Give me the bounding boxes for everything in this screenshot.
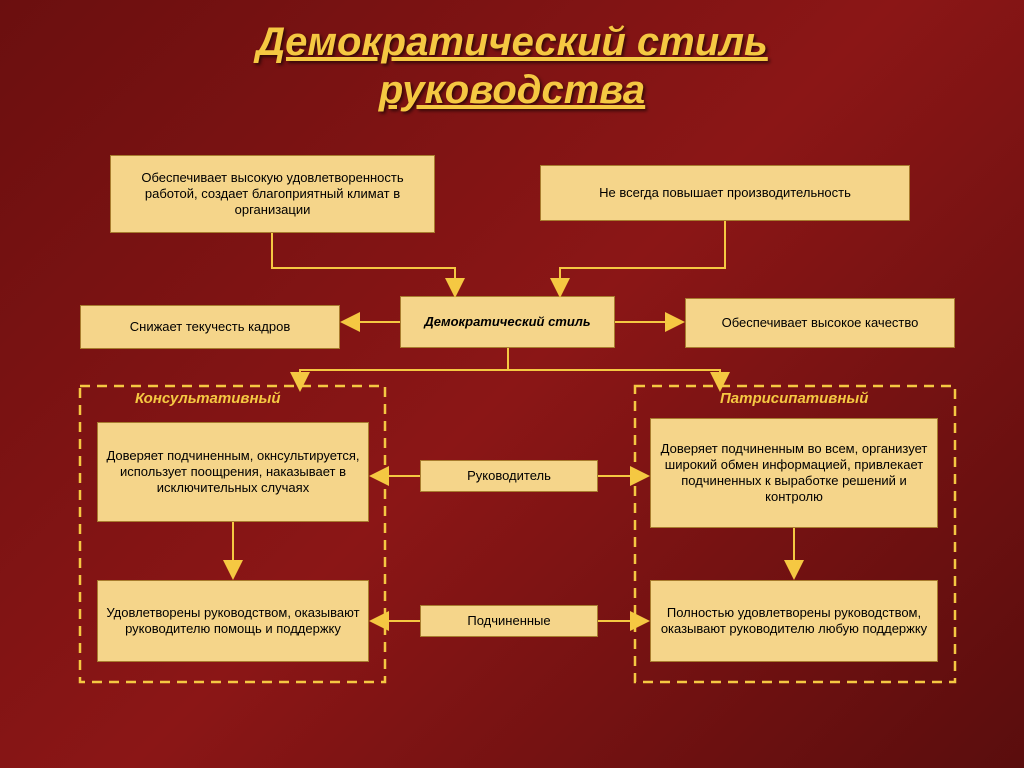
box-leader: Руководитель [420, 460, 598, 492]
label-participative: Патрисипативный [720, 390, 868, 407]
box-cons-leader: Доверяет подчиненным, окнсультируется, и… [97, 422, 369, 522]
box-top-left: Обеспечивает высокую удовлетворенность р… [110, 155, 435, 233]
box-sub: Подчиненные [420, 605, 598, 637]
slide-title: Демократический стиль руководства [0, 0, 1024, 114]
title-line-2: руководства [379, 68, 645, 112]
label-consultative: Консультативный [135, 390, 281, 407]
box-center: Демократический стиль [400, 296, 615, 348]
box-part-leader: Доверяет подчиненным во всем, организует… [650, 418, 938, 528]
box-mid-right: Обеспечивает высокое качество [685, 298, 955, 348]
box-cons-sub: Удовлетворены руководством, оказывают ру… [97, 580, 369, 662]
box-mid-left: Снижает текучесть кадров [80, 305, 340, 349]
title-line-1: Демократический стиль [256, 20, 768, 64]
box-top-right: Не всегда повышает производительность [540, 165, 910, 221]
box-part-sub: Полностью удовлетворены руководством, ок… [650, 580, 938, 662]
